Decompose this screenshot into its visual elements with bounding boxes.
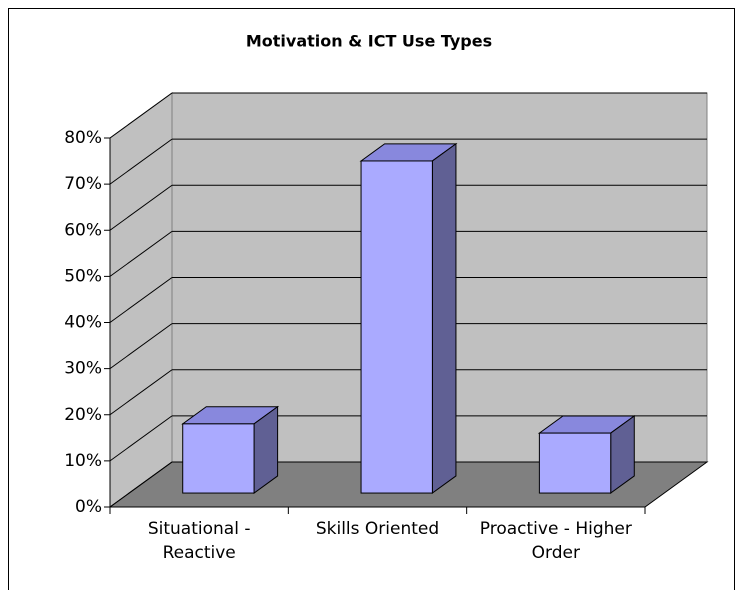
bar	[538, 432, 612, 494]
y-tick-label: 80%	[64, 128, 102, 148]
grid-line-side	[109, 277, 173, 323]
bar-side	[431, 142, 457, 495]
grid-line-side	[109, 461, 173, 508]
x-tick-label: Skills Oriented	[315, 519, 440, 539]
bar	[360, 160, 433, 494]
grid-line-side	[109, 230, 173, 277]
y-tick-label: 70%	[64, 174, 102, 194]
bar	[182, 423, 255, 494]
y-tick-label: 30%	[64, 359, 102, 379]
grid-line-side	[109, 323, 173, 370]
grid-line-side	[109, 92, 173, 139]
y-tick-label: 40%	[64, 313, 102, 333]
y-tick-label: 0%	[75, 497, 102, 517]
chart-title: Motivation & ICT Use Types	[246, 32, 492, 51]
grid-line-side	[109, 138, 173, 185]
grid-line-side	[109, 184, 173, 231]
grid-line-side	[109, 415, 173, 462]
y-tick-label: 50%	[64, 266, 102, 286]
x-tick-label: Proactive - Higher Order	[479, 519, 632, 563]
y-tick-label: 20%	[64, 405, 102, 425]
grid-line-side	[109, 369, 173, 416]
y-tick-label: 10%	[64, 451, 102, 471]
y-tick-label: 60%	[64, 220, 102, 240]
x-tick-label: Situational - Reactive	[147, 519, 251, 563]
